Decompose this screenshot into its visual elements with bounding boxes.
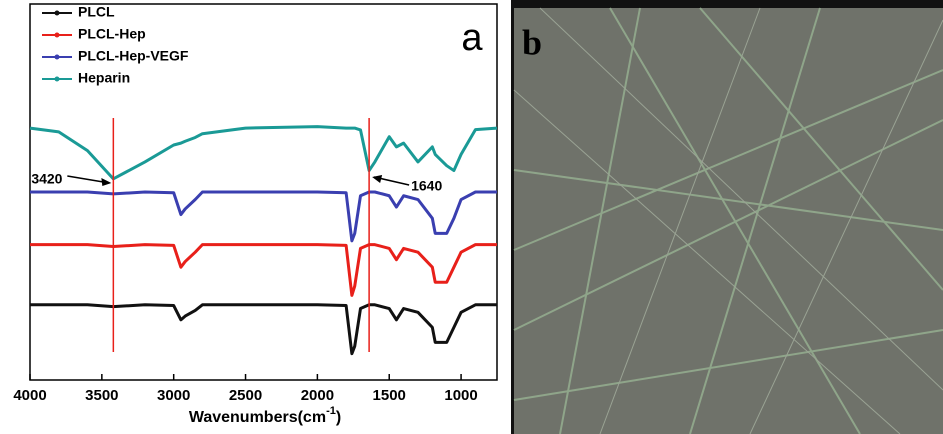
x-tick-label: 4000 <box>13 387 46 404</box>
legend-marker <box>54 54 60 60</box>
legend-marker <box>54 10 60 16</box>
legend-label: Heparin <box>78 70 130 86</box>
x-axis-label: Wavenumbers(cm-1) <box>189 405 341 426</box>
arrow-head <box>372 175 383 183</box>
x-tick-label: 2500 <box>229 387 262 404</box>
x-axis-label-sup: -1 <box>326 405 336 417</box>
spectrum-line <box>30 243 497 297</box>
chart: 4000 3500 3000 2500 2000 1500 1000 Wavenumbers(… <box>13 3 498 426</box>
thin-fibers <box>513 7 943 434</box>
annotation: 3420 <box>31 171 62 187</box>
x-tick-label: 2000 <box>301 387 334 404</box>
legend-label: PLCL-Hep <box>78 26 146 42</box>
spectrum-line <box>30 303 497 356</box>
image-panel: b <box>511 0 943 434</box>
annotation: 1640 <box>411 178 442 194</box>
legend-label: PLCL <box>78 4 115 20</box>
fibers <box>513 7 943 434</box>
spectrum-line <box>30 190 497 243</box>
x-axis-label-end: ) <box>336 409 341 426</box>
x-tick-label: 3000 <box>157 387 190 404</box>
x-tick-label: 1500 <box>373 387 406 404</box>
arrow-head <box>101 178 112 186</box>
x-axis-label-main: Wavenumbers(cm <box>189 409 326 426</box>
spectrum-line <box>29 125 498 181</box>
x-tick-label: 1000 <box>444 387 477 404</box>
x-tick-label: 3500 <box>85 387 118 404</box>
legend-marker <box>54 32 60 38</box>
legend-marker <box>54 76 60 82</box>
legend-label: PLCL-Hep-VEGF <box>78 48 189 64</box>
panel-label: a <box>461 17 483 59</box>
panel-label: b <box>522 22 542 62</box>
